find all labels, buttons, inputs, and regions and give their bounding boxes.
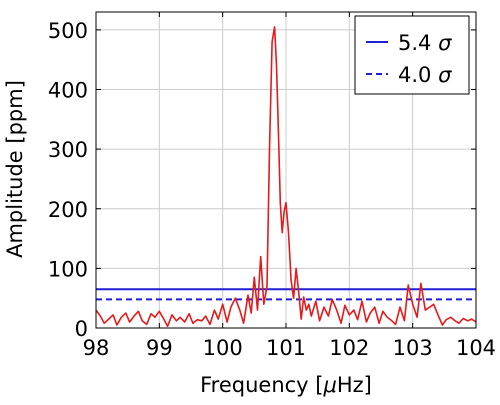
y-axis-label: Amplitude [ppm]	[3, 80, 27, 258]
x-tick-label: 98	[83, 336, 110, 360]
x-tick-label: 99	[146, 336, 173, 360]
x-tick-label: 101	[266, 336, 306, 360]
legend-label-5.4-sigma: 5.4 σ	[398, 31, 452, 55]
x-tick-label: 100	[203, 336, 243, 360]
spectrum-series	[95, 26, 477, 328]
x-tick-label: 103	[393, 336, 433, 360]
spectrum-line	[95, 26, 477, 328]
threshold-lines	[96, 288, 476, 301]
y-tick-label: 300	[48, 138, 88, 162]
x-tick-label: 104	[456, 336, 496, 360]
legend: 5.4 σ 4.0 σ	[354, 15, 470, 95]
legend-label-4.0-sigma: 4.0 σ	[398, 63, 452, 87]
y-tick-label: 100	[48, 257, 88, 281]
x-tick-label: 102	[329, 336, 369, 360]
y-tick-label: 200	[48, 198, 88, 222]
legend-box	[354, 15, 470, 95]
axis-ticks: 98 99 100 101 102 103 104 0 100 200 300 400 500	[48, 12, 496, 360]
y-tick-label: 400	[48, 79, 88, 103]
y-tick-label: 500	[48, 19, 88, 43]
x-axis-label: Frequency [μHz]	[200, 373, 372, 397]
y-tick-label: 0	[75, 317, 88, 341]
